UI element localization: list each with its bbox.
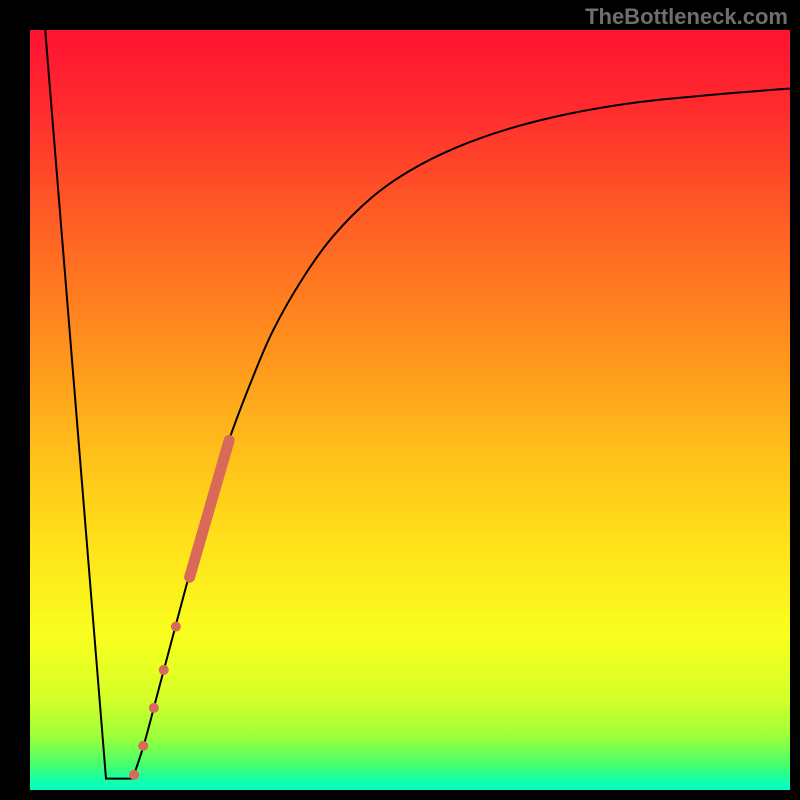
chart-container: TheBottleneck.com xyxy=(0,0,800,800)
marker-dot xyxy=(171,622,181,632)
marker-dot xyxy=(129,770,139,780)
plot-area xyxy=(30,30,790,790)
marker-dot xyxy=(138,741,148,751)
watermark-text: TheBottleneck.com xyxy=(585,4,788,30)
bottleneck-curve xyxy=(45,30,790,779)
marker-dot xyxy=(159,665,169,675)
curve-layer xyxy=(30,30,790,790)
marker-dot xyxy=(149,703,159,713)
marker-segment xyxy=(190,440,230,577)
